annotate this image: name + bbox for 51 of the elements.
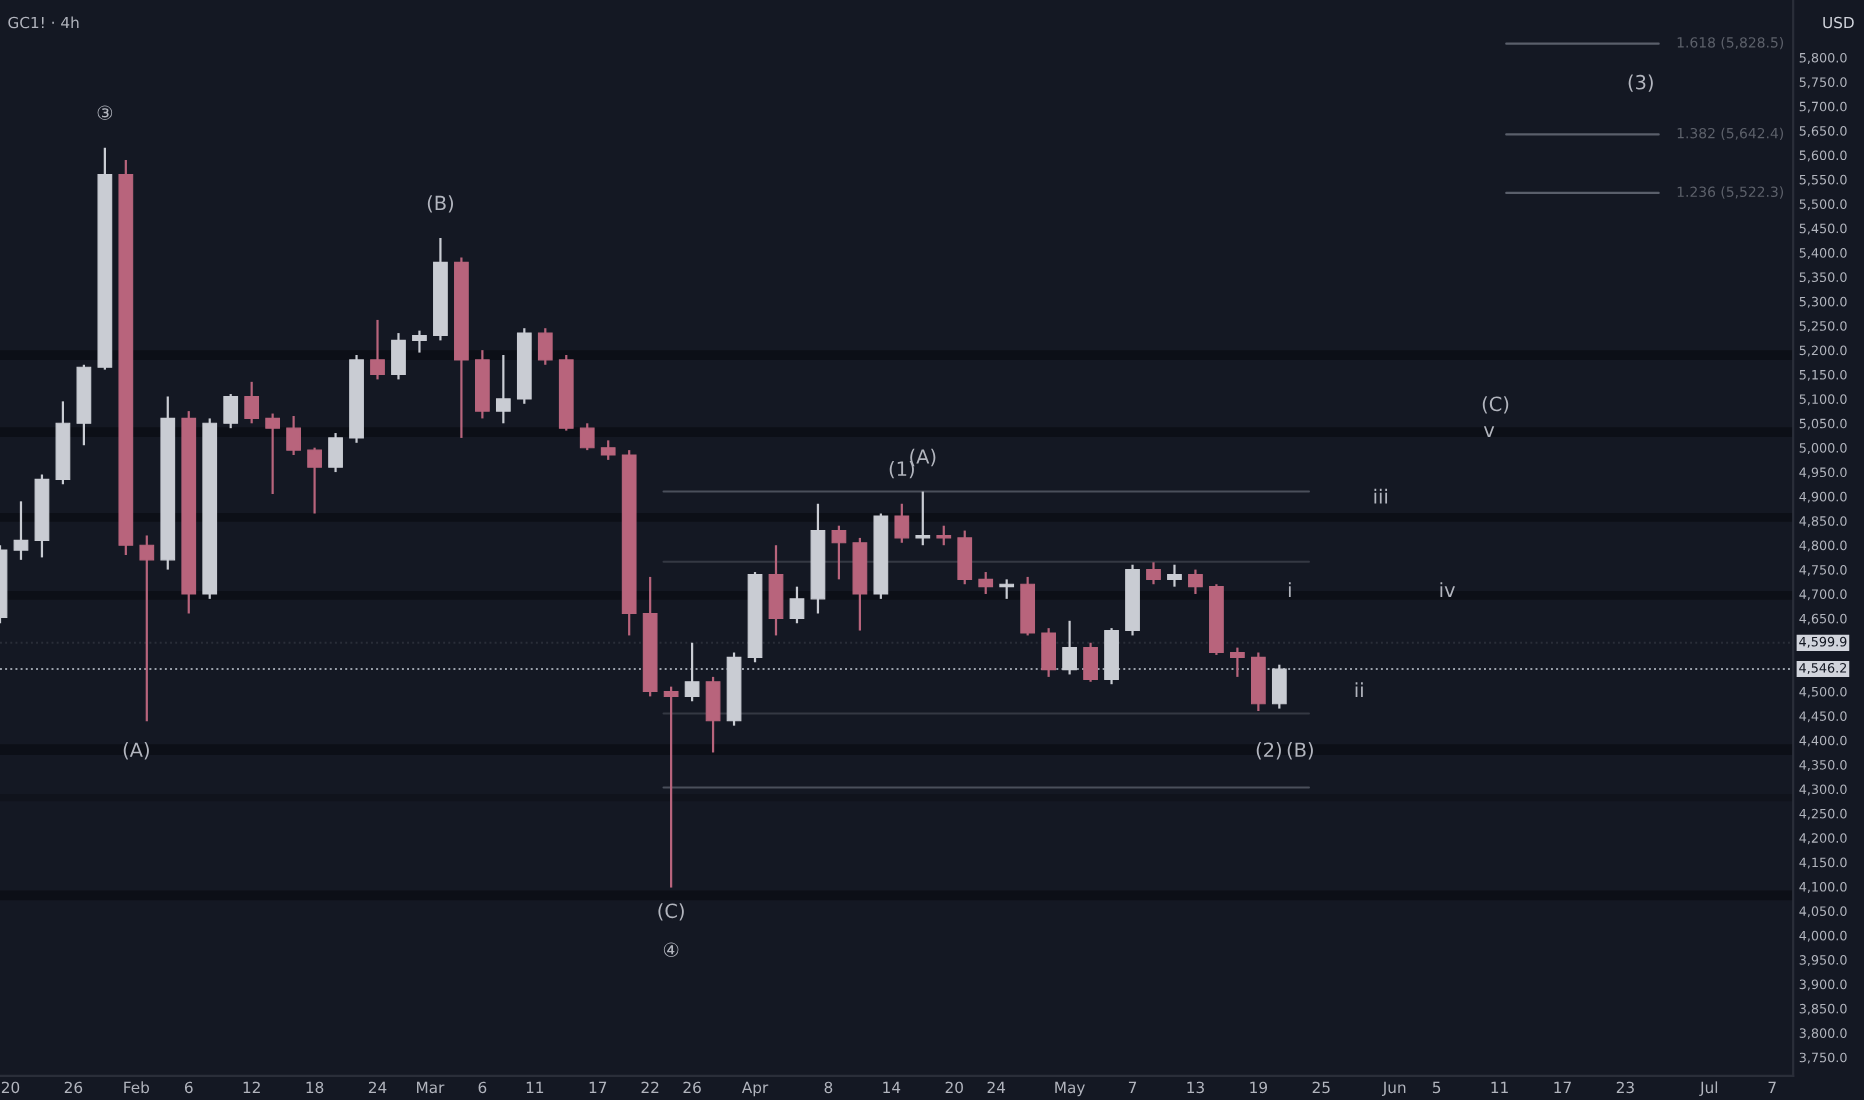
annotation: (C)	[658, 903, 684, 921]
candlestick	[1230, 646, 1245, 678]
candlestick	[328, 431, 343, 474]
candlestick	[894, 502, 910, 544]
candlestick	[139, 534, 155, 723]
candlestick	[705, 675, 721, 754]
candlestick	[13, 500, 29, 561]
annotation: (A)	[123, 742, 149, 760]
candlestick	[1041, 627, 1057, 678]
annotation: (2)	[1256, 742, 1281, 760]
candlestick	[957, 529, 973, 586]
candlestick	[265, 412, 281, 496]
candlestick	[831, 524, 847, 581]
annotation: ③	[97, 105, 113, 120]
candlestick	[684, 641, 700, 703]
candlestick	[1083, 641, 1098, 683]
candlestick	[1250, 651, 1266, 713]
candlestick	[663, 685, 679, 889]
candlestick	[244, 380, 260, 425]
candlestick	[1062, 619, 1077, 676]
candlestick	[1188, 568, 1203, 596]
annotation: iv	[1440, 582, 1455, 597]
annotation: iii	[1374, 488, 1388, 504]
candlestick	[495, 353, 511, 425]
candlestick	[936, 524, 952, 547]
candlestick	[412, 329, 427, 354]
candlestick	[789, 585, 805, 625]
annotation: (A)	[910, 448, 936, 467]
annotation: (B)	[427, 195, 454, 213]
candlestick	[1146, 561, 1161, 586]
annotation: i	[1288, 582, 1291, 597]
candlestick	[978, 570, 994, 596]
candlestick	[391, 331, 406, 381]
candlestick	[579, 422, 595, 452]
candlestick	[286, 414, 301, 457]
annotation: (1)	[889, 461, 914, 479]
candlestick	[1271, 663, 1287, 710]
annotation: ii	[1355, 682, 1363, 698]
annotation: (B)	[1287, 742, 1313, 760]
candlestick	[600, 439, 616, 461]
candlestick	[1167, 563, 1182, 588]
annotation: v	[1483, 426, 1495, 437]
candlestick	[537, 327, 553, 366]
candlestick	[223, 392, 239, 430]
annotation: ④	[663, 942, 679, 958]
candlestick	[307, 446, 322, 515]
annotation: (3)	[1628, 74, 1653, 92]
candlestick	[915, 490, 931, 547]
candlestick	[370, 318, 385, 381]
annotation: (C)	[1482, 396, 1509, 414]
candlestick	[768, 544, 784, 637]
